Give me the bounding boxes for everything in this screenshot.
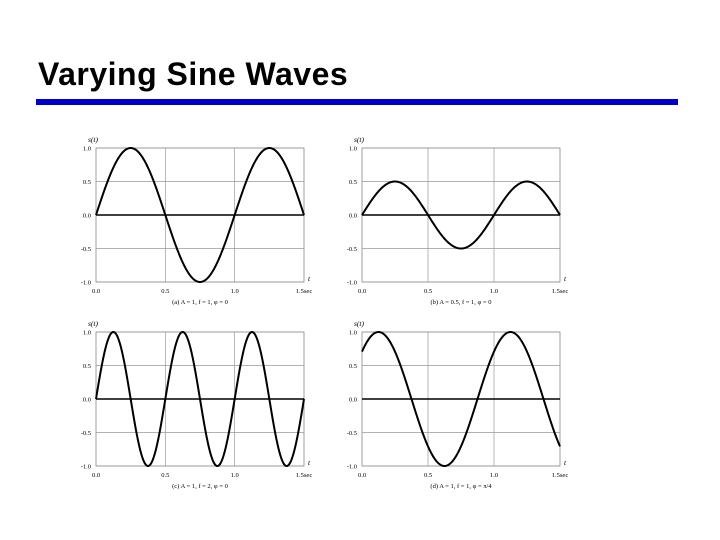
y-tick-label: -1.0 xyxy=(347,280,357,287)
plot-caption-c: (c) A = 1, f = 2, φ = 0 xyxy=(172,483,228,490)
sine-curve-d xyxy=(361,330,561,468)
x-tick-label: 1.0 xyxy=(231,288,239,295)
x-tick-label: 0.0 xyxy=(358,472,366,479)
y-axis-label: s(t) xyxy=(354,319,365,328)
y-tick-label: 1.0 xyxy=(349,146,357,153)
x-tick-label: 1.5sec xyxy=(552,288,569,295)
x-tick-label: 0.5 xyxy=(424,472,432,479)
y-tick-label: 0.5 xyxy=(349,179,357,186)
plot-caption-d: (d) A = 1, f = 1, φ = π/4 xyxy=(430,483,492,490)
y-tick-label: -1.0 xyxy=(347,464,357,471)
x-tick-label: 1.0 xyxy=(490,472,498,479)
title-underline xyxy=(36,99,678,105)
y-axis-label: s(t) xyxy=(88,319,99,328)
x-tick-label: 0.5 xyxy=(161,472,169,479)
plot-panel-b: 1.00.50.0-0.5-1.00.0 0.5 1.0 1.5secs(t)t(b)… xyxy=(347,135,569,306)
y-axis-label: s(t) xyxy=(354,135,365,144)
x-tick-label: 1.5sec xyxy=(296,288,313,295)
y-tick-label: -0.5 xyxy=(347,246,357,253)
y-tick-label: 0.0 xyxy=(83,213,91,220)
y-tick-label: -0.5 xyxy=(347,430,357,437)
plot-panel-c: 1.00.50.0-0.5-1.00.0 0.5 1.0 1.5secs(t)t(c)… xyxy=(81,319,313,490)
x-tick-label: 0.0 xyxy=(358,288,366,295)
y-tick-label: -0.5 xyxy=(81,246,91,253)
plot-panel-d: 1.00.50.0-0.5-1.00.0 0.5 1.0 1.5secs(t)t(d)… xyxy=(347,319,569,490)
x-axis-label: t xyxy=(308,458,311,467)
plot-panel-a: 1.00.50.0-0.5-1.00.0 0.5 1.0 1.5secs(t)t(a)… xyxy=(81,135,313,306)
x-tick-label: 1.5sec xyxy=(552,472,569,479)
y-tick-label: -1.0 xyxy=(81,464,91,471)
y-tick-label: 0.0 xyxy=(349,397,357,404)
y-tick-label: 0.0 xyxy=(349,213,357,220)
y-tick-label: 1.0 xyxy=(83,330,91,337)
x-tick-label: 0.5 xyxy=(161,288,169,295)
x-axis-label: t xyxy=(564,458,567,467)
sine-curve-c xyxy=(95,330,305,468)
sine-curve-a xyxy=(95,146,305,284)
plot-caption-b: (b) A = 0.5, f = 1, φ = 0 xyxy=(431,299,492,306)
x-tick-label: 1.0 xyxy=(231,472,239,479)
plot-caption-a: (a) A = 1, f = 1, φ = 0 xyxy=(172,299,228,306)
y-tick-label: 1.0 xyxy=(349,330,357,337)
sine-curve-b xyxy=(361,180,561,250)
x-axis-label: t xyxy=(308,274,311,283)
x-tick-label: 1.0 xyxy=(490,288,498,295)
slide-title: Varying Sine Waves xyxy=(38,56,349,92)
y-axis-label: s(t) xyxy=(88,135,99,144)
x-axis-label: t xyxy=(564,274,567,283)
y-tick-label: 0.5 xyxy=(349,363,357,370)
x-tick-label: 0.0 xyxy=(92,472,100,479)
y-tick-label: 0.5 xyxy=(83,179,91,186)
y-tick-label: 1.0 xyxy=(83,146,91,153)
y-tick-label: 0.0 xyxy=(83,397,91,404)
y-tick-label: -0.5 xyxy=(81,430,91,437)
x-tick-label: 0.0 xyxy=(92,288,100,295)
y-tick-label: -1.0 xyxy=(81,280,91,287)
y-tick-label: 0.5 xyxy=(83,363,91,370)
x-tick-label: 1.5sec xyxy=(296,472,313,479)
x-tick-label: 0.5 xyxy=(424,288,432,295)
